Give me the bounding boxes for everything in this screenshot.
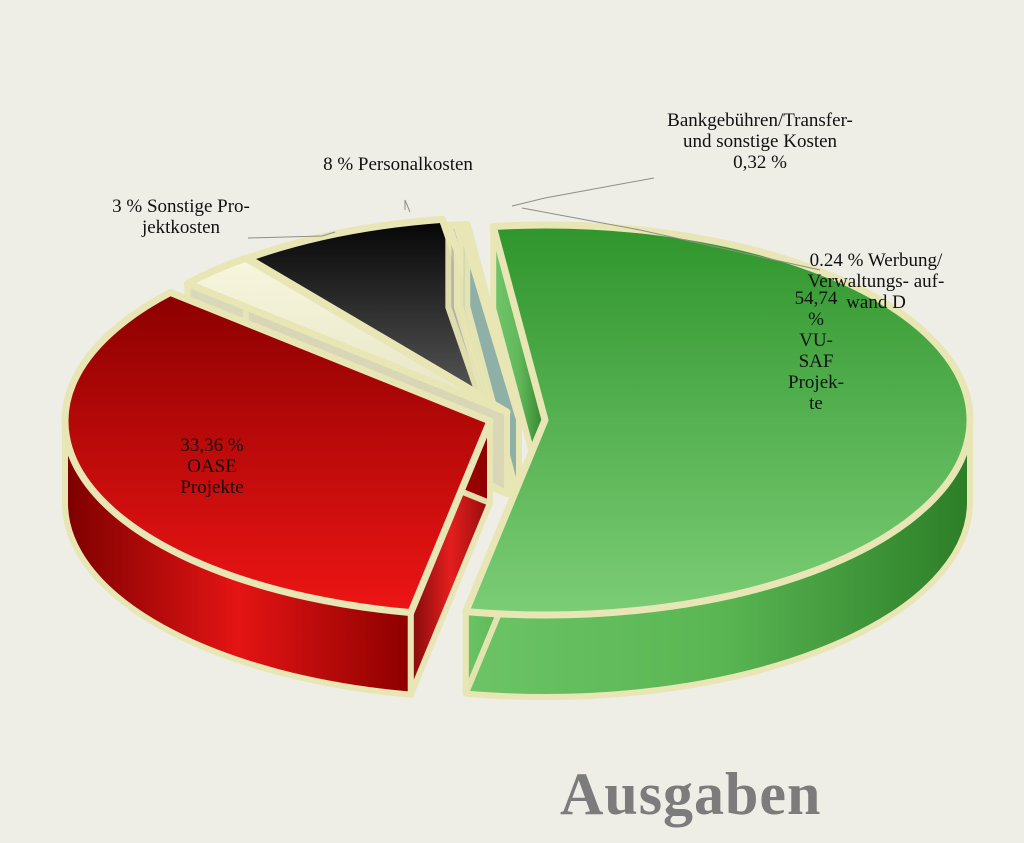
data-label-line: SAF: [799, 351, 834, 372]
data-label-line: Verwaltungs- auf-: [808, 271, 945, 292]
data-label-line: wand D: [846, 292, 906, 313]
label-oase-projekte: 33,36 % OASE Projekte: [180, 435, 244, 498]
data-label-line: 8 % Personalkosten: [323, 154, 473, 175]
data-label-line: Bankgebühren/Transfer-: [667, 110, 853, 131]
data-label-line: Projekte: [180, 477, 243, 498]
label-sonstige-projektkosten: 3 % Sonstige Pro-jektkosten: [112, 196, 250, 238]
leader-line: [511, 177, 655, 207]
leader-line: [404, 199, 411, 213]
pie-slice-vu-saf-projekte: [462, 221, 974, 700]
label-personalkosten: 8 % Personalkosten: [323, 154, 473, 175]
chart-title: Ausgaben: [560, 761, 822, 827]
data-label-line: 0,32 %: [733, 152, 787, 173]
leader-line: [247, 231, 336, 239]
data-label-line: 54,74: [795, 288, 838, 309]
data-label-line: jektkosten: [141, 217, 221, 238]
label-vu-saf-projekte: 54,74% VU-SAF Projek-te: [788, 288, 844, 414]
data-label-line: VU-: [799, 330, 833, 351]
pie-slice-oase-projekte: [61, 288, 494, 698]
data-label-line: und sonstige Kosten: [683, 131, 838, 152]
label-bankgebuehren: Bankgebühren/Transfer-und sonstige Koste…: [667, 110, 853, 173]
data-label-line: Projek-: [788, 372, 844, 393]
data-label-line: 3 % Sonstige Pro-: [112, 196, 250, 217]
data-label-line: 33,36 %: [180, 435, 244, 456]
data-label-line: %: [808, 309, 824, 330]
label-werbung-verwaltung: 0.24 % Werbung/Verwaltungs- auf-wand D: [808, 250, 945, 313]
data-label-line: 0.24 % Werbung/: [810, 250, 943, 271]
data-label-line: OASE: [187, 456, 237, 477]
leader-line: [521, 207, 821, 271]
data-label-line: te: [809, 393, 823, 414]
